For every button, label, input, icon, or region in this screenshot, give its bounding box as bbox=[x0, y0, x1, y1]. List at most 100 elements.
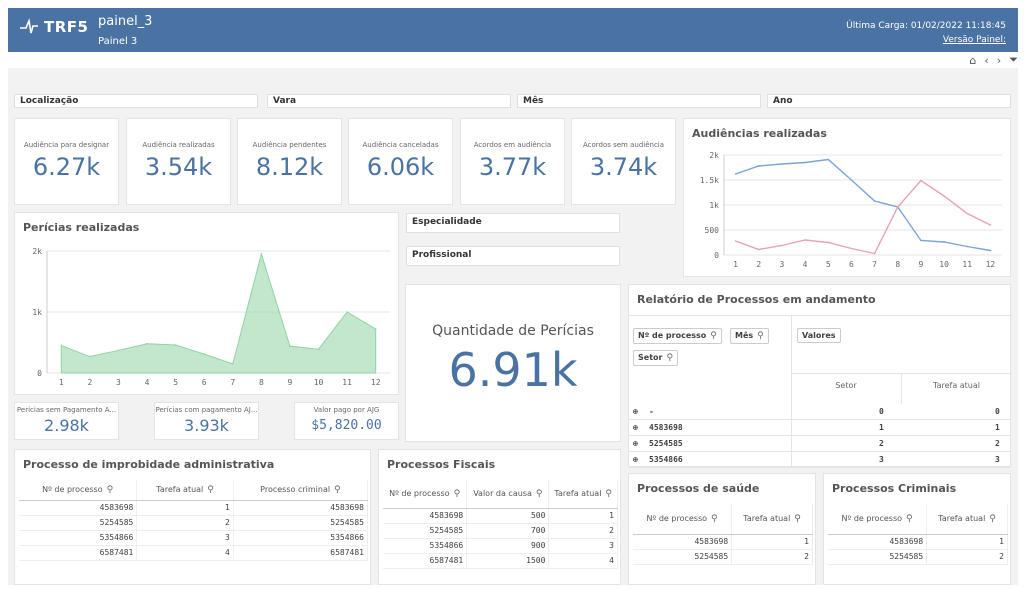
table-row[interactable]: 5354866 3 5354866 bbox=[19, 530, 369, 546]
table-row[interactable]: 4583698 1 bbox=[633, 534, 813, 550]
search-icon[interactable]: ⚲ bbox=[106, 484, 114, 495]
saude-panel[interactable]: Processos de saúde Nº de processo ⚲ Taref… bbox=[628, 473, 816, 585]
mini-kpi-label: Perícias sem Pagamento A... bbox=[16, 406, 117, 414]
cell: 6587481 bbox=[233, 545, 369, 561]
col-header[interactable]: Nº de processo ⚲ bbox=[19, 480, 138, 501]
col-header[interactable]: Nº de processo ⚲ bbox=[828, 504, 928, 535]
pivot-row[interactable]: ⊕ 5354866 3 3 bbox=[629, 452, 1010, 468]
search-icon[interactable]: ⚲ bbox=[453, 488, 461, 499]
version-link[interactable]: Versão Painel: bbox=[942, 35, 1006, 45]
row-key: 5354866 bbox=[649, 455, 683, 464]
pivot-row[interactable]: ⊕ 4583698 1 1 bbox=[629, 420, 1010, 436]
data-point bbox=[289, 345, 291, 347]
table-row[interactable]: 5254585 2 5254585 bbox=[19, 515, 369, 531]
kpi-card[interactable]: Audiência realizadas 3.54k bbox=[126, 118, 231, 205]
search-icon[interactable]: ⚲ bbox=[906, 513, 913, 524]
filter-profissional[interactable]: Profissional bbox=[406, 246, 620, 266]
filter-especialidade[interactable]: Especialidade bbox=[406, 213, 620, 233]
kpi-card[interactable]: Audiência para designar 6.27k bbox=[14, 118, 119, 205]
col-header[interactable]: Tarefa atual ⚲ bbox=[731, 504, 813, 535]
dim-button-processo[interactable]: Nº de processo ⚲ bbox=[633, 328, 722, 344]
data-point bbox=[260, 253, 263, 255]
cell: 4583698 bbox=[828, 534, 928, 550]
mini-kpi-card[interactable]: Perícias sem Pagamento A... 2.98k bbox=[14, 402, 119, 440]
expand-icon[interactable]: ⊕ bbox=[633, 407, 638, 416]
dim-button-setor[interactable]: Setor ⚲ bbox=[633, 350, 679, 366]
table-row[interactable]: 5254585 2 bbox=[633, 549, 813, 565]
audiencias-chart-panel[interactable]: Audiências realizadas 0 500 1k 1.5k 2k 1 2 3 4 5 6… bbox=[683, 118, 1011, 277]
mini-kpi-card[interactable]: Perícias com pagamento AJ... 3.93k bbox=[154, 402, 259, 440]
search-icon[interactable]: ⚲ bbox=[989, 513, 996, 524]
search-icon[interactable]: ⚲ bbox=[207, 484, 214, 495]
improbidade-panel[interactable]: Processo de improbidade administrativa N… bbox=[14, 449, 371, 585]
relatorio-panel[interactable]: Relatório de Processos em andamento Nº d… bbox=[628, 284, 1012, 468]
app-subtitle[interactable]: Painel 3 bbox=[98, 36, 138, 47]
values-button[interactable]: Valores bbox=[797, 328, 841, 343]
table-row[interactable]: 5254585 700 2 bbox=[383, 523, 618, 539]
cell: 1 bbox=[731, 534, 813, 550]
table-row[interactable]: 4583698 500 1 bbox=[383, 508, 618, 524]
panel-title: Processos de saúde bbox=[637, 482, 760, 495]
pivot-row[interactable]: ⊕ 5254585 2 2 bbox=[629, 436, 1010, 452]
col-header[interactable]: Valor da causa ⚲ bbox=[466, 480, 550, 509]
filter-localizacao[interactable]: Localização bbox=[14, 94, 258, 108]
x-tick-label: 12 bbox=[371, 378, 381, 387]
cell: 5254585 bbox=[633, 549, 733, 565]
dim-button-mes[interactable]: Mês ⚲ bbox=[729, 328, 769, 344]
mini-kpi-card[interactable]: Valor pago por AJG $5,820.00 bbox=[294, 402, 399, 440]
col-header-tarefa[interactable]: Tarefa atual bbox=[933, 381, 980, 390]
fiscais-panel[interactable]: Processos Fiscais Nº de processo ⚲ Valor … bbox=[378, 449, 621, 585]
pivot-row[interactable]: ⊕ - 0 0 bbox=[629, 404, 1010, 420]
filter-ano[interactable]: Ano bbox=[767, 94, 1011, 108]
col-header[interactable]: Tarefa atual ⚲ bbox=[926, 504, 1008, 535]
filter-mes[interactable]: Mês bbox=[517, 94, 761, 108]
filter-icon[interactable]: ⏷ bbox=[1009, 53, 1018, 66]
chart-title: Perícias realizadas bbox=[23, 221, 140, 234]
panel-title: Processos Criminais bbox=[832, 482, 957, 495]
criminais-panel[interactable]: Processos Criminais Nº de processo ⚲ Tare… bbox=[823, 473, 1011, 585]
col-header[interactable]: Processo criminal ⚲ bbox=[233, 480, 369, 501]
col-header[interactable]: Tarefa atual ⚲ bbox=[548, 480, 618, 509]
col-header[interactable]: Nº de processo ⚲ bbox=[383, 480, 468, 509]
search-icon[interactable]: ⚲ bbox=[535, 488, 543, 499]
kpi-card[interactable]: Acordos em audiência 3.77k bbox=[460, 118, 565, 205]
expand-icon[interactable]: ⊕ bbox=[633, 423, 638, 432]
expand-icon[interactable]: ⊕ bbox=[633, 455, 638, 464]
dim-buttons: Nº de processo ⚲ Mês ⚲ bbox=[633, 323, 769, 344]
table-row[interactable]: 4583698 1 bbox=[828, 534, 1008, 550]
table-row[interactable]: 6587481 4 6587481 bbox=[19, 545, 369, 561]
kpi-card[interactable]: Audiência canceladas 6.06k bbox=[348, 118, 453, 205]
kpi-card[interactable]: Acordos sem audiência 3.74k bbox=[571, 118, 676, 205]
col-header-setor[interactable]: Setor bbox=[835, 381, 857, 390]
cell: 6587481 bbox=[19, 545, 138, 561]
search-icon[interactable]: ⚲ bbox=[711, 513, 718, 524]
big-kpi-card[interactable]: Quantidade de Perícias 6.91k bbox=[405, 284, 621, 442]
col-header[interactable]: Tarefa atual ⚲ bbox=[136, 480, 234, 501]
data-point bbox=[60, 344, 63, 347]
chevron-left-icon[interactable]: ‹ bbox=[984, 53, 989, 67]
kpi-card[interactable]: Audiência pendentes 8.12k bbox=[237, 118, 342, 205]
table-row[interactable]: 4583698 1 4583698 bbox=[19, 500, 369, 516]
search-icon[interactable]: ⚲ bbox=[794, 513, 801, 524]
filter-vara[interactable]: Vara bbox=[267, 94, 511, 108]
chevron-right-icon[interactable]: › bbox=[996, 53, 1002, 67]
data-point bbox=[757, 248, 760, 251]
table-row[interactable]: 5254585 2 bbox=[828, 549, 1008, 565]
table-row[interactable]: 5354866 900 3 bbox=[383, 538, 618, 554]
col-header[interactable]: Nº de processo ⚲ bbox=[633, 504, 733, 535]
search-icon[interactable]: ⚲ bbox=[605, 488, 613, 499]
last-load-text: Última Carga: 01/02/2022 11:18:45 bbox=[846, 21, 1006, 31]
home-icon[interactable]: ⌂ bbox=[969, 53, 977, 67]
row-key: 4583698 bbox=[649, 423, 683, 432]
x-tick-label: 3 bbox=[780, 260, 785, 269]
table-row[interactable]: 6587481 1500 4 bbox=[383, 553, 618, 569]
expand-icon[interactable]: ⊕ bbox=[633, 439, 638, 448]
data-point bbox=[734, 240, 737, 242]
data-point bbox=[989, 224, 992, 226]
mini-kpi-label: Valor pago por AJG bbox=[313, 406, 380, 414]
pericias-chart-panel[interactable]: Perícias realizadas 0 1k 2k 1 2 3 4 5 6 7 8 9 10 11 12 bbox=[14, 212, 399, 395]
divider bbox=[629, 315, 1012, 316]
search-icon[interactable]: ⚲ bbox=[334, 484, 341, 495]
